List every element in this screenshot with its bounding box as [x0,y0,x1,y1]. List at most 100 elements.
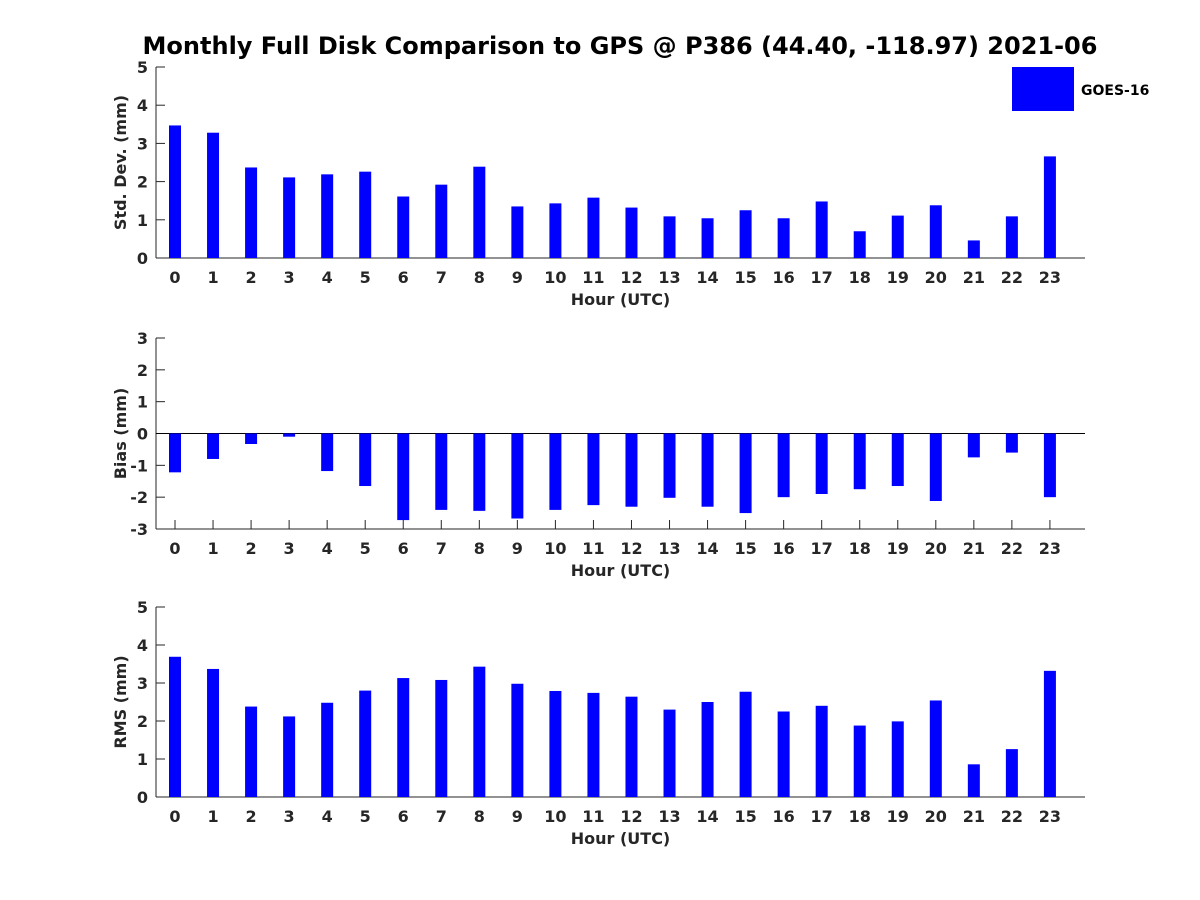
y-tick-label: 1 [137,211,148,230]
bar-rms-hour-4 [321,702,334,797]
x-tick-label: 10 [544,807,566,826]
y-tick-label: 1 [137,750,148,769]
bar-rms-hour-19 [891,721,904,797]
y-tick-label: 0 [137,425,148,444]
x-axis-label-std-dev: Hour (UTC) [571,290,671,309]
x-tick-label: 9 [512,807,523,826]
bar-std-dev-hour-20 [929,205,942,258]
bar-rms-hour-23 [1043,670,1056,797]
legend: GOES-16 [1012,67,1149,111]
x-tick-label: 17 [811,268,833,287]
x-tick-label: 1 [207,539,218,558]
x-tick-label: 9 [512,539,523,558]
x-tick-label: 1 [207,268,218,287]
x-tick-label: 8 [474,539,485,558]
bar-rms-hour-15 [739,691,752,797]
y-tick-label: 5 [137,58,148,77]
x-tick-label: 22 [1001,807,1023,826]
bar-bias-hour-10 [549,433,562,510]
bar-bias-hour-9 [511,433,524,519]
x-tick-label: 5 [360,807,371,826]
bar-rms-hour-7 [435,679,448,797]
x-tick-label: 21 [963,539,985,558]
x-tick-label: 0 [169,807,180,826]
x-tick-label: 23 [1039,268,1061,287]
bar-rms-hour-6 [397,678,410,797]
y-tick-label: 1 [137,393,148,412]
x-tick-label: 11 [582,268,604,287]
bar-bias-hour-3 [283,433,296,437]
bar-rms-hour-2 [245,706,258,797]
bar-bias-hour-5 [359,433,372,487]
bar-bias-hour-1 [207,433,220,459]
bar-bias-hour-0 [169,433,181,473]
y-tick-label: 2 [137,173,148,192]
x-axis-label-bias: Hour (UTC) [571,561,671,580]
x-tick-label: 5 [360,268,371,287]
bar-bias-hour-23 [1043,433,1056,498]
bar-bias-hour-8 [473,433,486,511]
bar-std-dev-hour-15 [739,210,752,258]
bar-std-dev-hour-14 [701,218,714,258]
x-tick-label: 6 [398,539,409,558]
x-tick-label: 12 [620,539,642,558]
bar-rms-hour-17 [815,705,828,797]
bar-rms-hour-16 [777,711,790,797]
bar-rms-hour-12 [625,696,638,797]
bar-bias-hour-16 [777,433,790,498]
bar-rms-hour-18 [853,725,866,797]
bar-rms-hour-3 [283,716,296,797]
bar-bias-hour-7 [435,433,448,510]
bar-rms-hour-9 [511,683,524,797]
bar-rms-hour-22 [1005,749,1018,797]
x-tick-label: 20 [925,268,947,287]
x-tick-label: 6 [398,807,409,826]
y-tick-label: 3 [137,134,148,153]
x-tick-label: 12 [620,268,642,287]
y-tick-label: 2 [137,361,148,380]
y-tick-label: 2 [137,712,148,731]
x-tick-label: 4 [322,807,333,826]
bar-bias-hour-20 [929,433,942,501]
bar-bias-hour-22 [1005,433,1018,453]
x-tick-label: 5 [360,539,371,558]
x-tick-label: 11 [582,807,604,826]
x-tick-label: 15 [734,807,756,826]
x-tick-label: 15 [734,539,756,558]
y-tick-label: 4 [137,96,148,115]
y-axis-label-rms: RMS (mm) [111,655,130,748]
bar-bias-hour-2 [245,433,258,445]
x-tick-label: 13 [658,268,680,287]
bar-std-dev-hour-4 [321,174,334,258]
bar-rms-hour-14 [701,702,714,797]
x-tick-label: 19 [887,807,909,826]
x-tick-label: 21 [963,268,985,287]
y-axis-label-std-dev: Std. Dev. (mm) [111,95,130,230]
bar-bias-hour-21 [967,433,980,458]
y-tick-label: 3 [137,674,148,693]
x-tick-label: 3 [284,807,295,826]
bar-bias-hour-15 [739,433,752,514]
bar-bias-hour-17 [815,433,828,494]
bar-bias-hour-13 [663,433,676,498]
bar-bias-hour-6 [397,433,410,521]
bar-bias-hour-4 [321,433,334,472]
bar-rms-hour-21 [967,764,980,797]
y-tick-label: 0 [137,249,148,268]
bar-std-dev-hour-19 [891,215,904,258]
x-tick-label: 17 [811,539,833,558]
x-tick-label: 11 [582,539,604,558]
figure-title: Monthly Full Disk Comparison to GPS @ P3… [143,32,1098,60]
x-tick-label: 13 [658,807,680,826]
y-tick-label: 3 [137,329,148,348]
x-tick-label: 22 [1001,539,1023,558]
x-tick-label: 22 [1001,268,1023,287]
x-tick-label: 21 [963,807,985,826]
bar-bias-hour-18 [853,433,866,490]
bar-std-dev-hour-22 [1005,216,1018,258]
bar-std-dev-hour-11 [587,197,600,258]
